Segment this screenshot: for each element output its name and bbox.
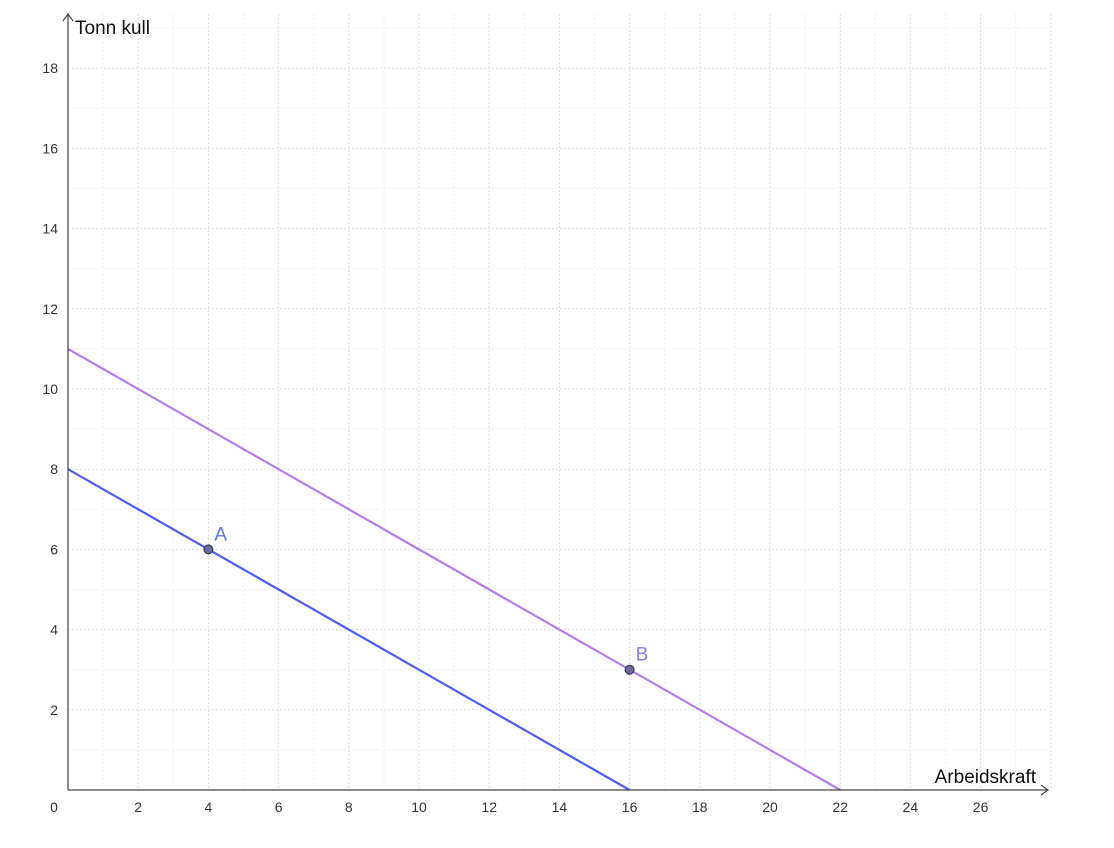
x-tick-label: 12 [481,799,497,815]
y-tick-label: 10 [42,381,58,397]
x-tick-label: 16 [622,799,638,815]
y-tick-label: 2 [50,702,58,718]
x-tick-label: 20 [762,799,778,815]
x-axis-label: Arbeidskraft [935,767,1037,788]
x-tick-label: 10 [411,799,427,815]
y-axis-label: Tonn kull [75,18,150,39]
y-tick-label: 4 [50,622,58,638]
x-tick-label: 26 [973,799,989,815]
axes [62,12,1050,796]
points: AB [203,524,649,675]
y-tick-label: 18 [42,60,58,76]
series-lines [67,347,841,791]
series-line-1 [67,468,631,791]
x-tick-label: 4 [205,799,213,815]
y-tick-label: 14 [42,221,58,237]
y-tick-label: 8 [50,461,58,477]
x-tick-label: 2 [134,799,142,815]
x-tick-label: 8 [345,799,353,815]
point-a [203,544,214,555]
point-b [624,664,635,675]
x-tick-label: 22 [832,799,848,815]
point-label-b: B [636,645,649,666]
y-tick-label: 16 [42,140,58,156]
y-tick-label: 6 [50,541,58,557]
y-tick-label: 12 [42,301,58,317]
y-axis-arrow [62,12,74,22]
x-tick-label: 6 [275,799,283,815]
grid [68,14,1052,790]
point-label-a: A [214,524,227,545]
x-tick-label: 14 [552,799,568,815]
x-axis-arrow [1040,784,1050,796]
x-tick-label: 24 [903,799,919,815]
x-tick-label: 18 [692,799,708,815]
series-line-2 [67,347,841,791]
x-tick-label: 0 [50,799,58,815]
